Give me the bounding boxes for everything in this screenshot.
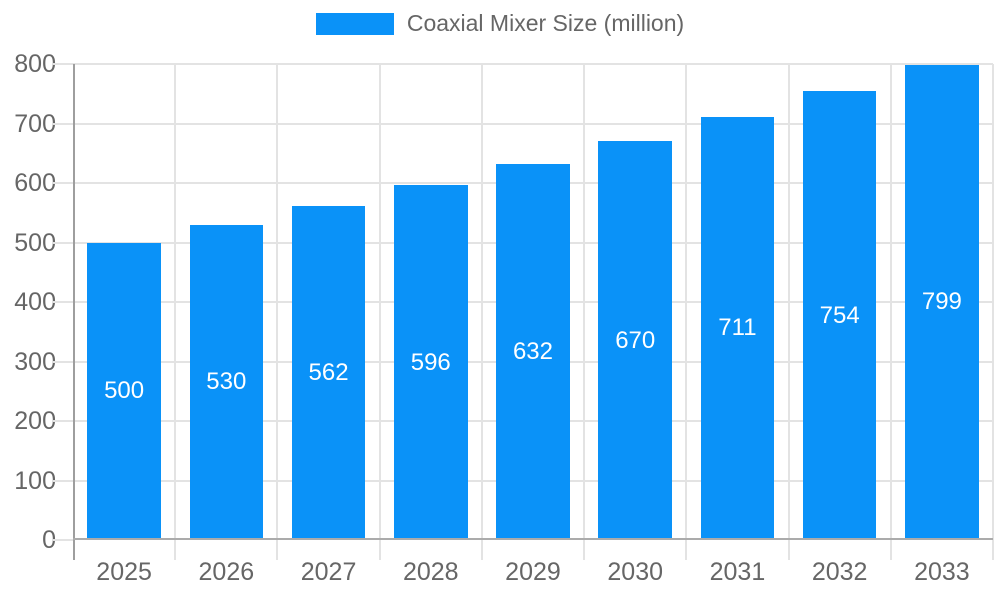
y-axis-tick-label-400: 400 — [14, 288, 56, 316]
bar-value-label-2029: 632 — [512, 337, 553, 365]
y-axis-line — [73, 64, 75, 560]
x-gridline-4 — [480, 64, 483, 540]
y-axis-tick-label-200: 200 — [14, 407, 56, 435]
y-tick-mark-700 — [53, 122, 73, 125]
y-tick-mark-0 — [53, 539, 73, 541]
x-axis-tick-label-2030: 2030 — [607, 558, 664, 586]
bar-2032[interactable]: 754 — [802, 91, 877, 540]
x-axis-tick-label-2028: 2028 — [402, 558, 459, 586]
y-axis-tick-label-100: 100 — [14, 466, 56, 495]
bar-value-label-2031: 711 — [718, 314, 757, 342]
y-axis-tick-label-300: 300 — [14, 347, 56, 376]
x-axis-tick-label-2027: 2027 — [300, 558, 357, 586]
x-tick-mark-8 — [889, 540, 892, 560]
bar-2031[interactable]: 711 — [700, 116, 775, 540]
bar-2028[interactable]: 596 — [393, 185, 468, 540]
legend-label: Coaxial Mixer Size (million) — [406, 10, 685, 36]
x-gridline-5 — [583, 64, 586, 540]
plot-area: 500 530 562 596 632 670 711 754 799 — [53, 63, 994, 560]
y-tick-mark-500 — [53, 241, 73, 244]
y-axis-tick-label-800: 800 — [14, 50, 56, 78]
y-tick-mark-800 — [53, 63, 73, 65]
bar-value-label-2026: 530 — [206, 368, 247, 396]
bar-2030[interactable]: 670 — [598, 141, 673, 540]
x-tick-mark-5 — [583, 540, 586, 560]
y-axis-tick-label-0: 0 — [42, 526, 56, 554]
x-gridline-2 — [276, 64, 279, 540]
x-gridline-8 — [889, 64, 892, 540]
bar-2033[interactable]: 799 — [905, 64, 979, 540]
legend: Coaxial Mixer Size (million) — [0, 10, 1000, 37]
y-tick-mark-100 — [53, 479, 73, 482]
x-tick-mark-9 — [992, 540, 994, 560]
bar-value-label-2033: 799 — [921, 288, 962, 316]
x-axis-tick-label-2025: 2025 — [96, 558, 152, 586]
x-axis-tick-label-2026: 2026 — [198, 558, 255, 586]
x-tick-mark-4 — [480, 540, 483, 560]
x-tick-mark-7 — [787, 540, 790, 560]
bar-value-label-2027: 562 — [308, 358, 349, 386]
y-tick-mark-600 — [53, 182, 73, 184]
y-tick-mark-400 — [53, 301, 73, 303]
x-gridline-1 — [174, 64, 177, 540]
bar-value-label-2025: 500 — [104, 377, 145, 405]
bar-2029[interactable]: 632 — [496, 163, 570, 540]
bar-2027[interactable]: 562 — [291, 205, 366, 540]
x-gridline-3 — [378, 64, 381, 540]
x-tick-mark-2 — [276, 540, 279, 560]
legend-swatch — [315, 12, 394, 35]
x-axis-tick-label-2029: 2029 — [505, 558, 561, 586]
bar-value-label-2028: 596 — [410, 348, 451, 376]
x-axis-line — [73, 538, 993, 540]
x-tick-mark-6 — [685, 540, 688, 560]
x-axis-tick-label-2033: 2033 — [914, 558, 970, 586]
bar-2026[interactable]: 530 — [189, 224, 264, 540]
y-gridline-800 — [73, 63, 993, 65]
x-tick-mark-1 — [174, 540, 177, 560]
bar-value-label-2030: 670 — [615, 326, 656, 354]
x-gridline-7 — [787, 64, 790, 540]
y-gridline-700 — [73, 122, 993, 125]
bar-2025[interactable]: 500 — [87, 242, 161, 540]
x-gridline-6 — [685, 64, 688, 540]
x-tick-mark-3 — [378, 540, 381, 560]
y-tick-mark-200 — [53, 420, 73, 422]
bar-value-label-2032: 754 — [819, 301, 860, 329]
x-axis-tick-label-2031: 2031 — [709, 558, 766, 586]
y-axis-tick-label-500: 500 — [14, 228, 56, 257]
legend-item-coaxial-mixer-size[interactable]: Coaxial Mixer Size (million) — [315, 10, 685, 37]
y-tick-mark-300 — [53, 360, 73, 363]
y-axis-tick-label-600: 600 — [14, 169, 56, 197]
y-axis-tick-label-700: 700 — [14, 109, 56, 138]
x-gridline-9 — [992, 64, 994, 540]
x-axis-tick-label-2032: 2032 — [811, 558, 868, 586]
